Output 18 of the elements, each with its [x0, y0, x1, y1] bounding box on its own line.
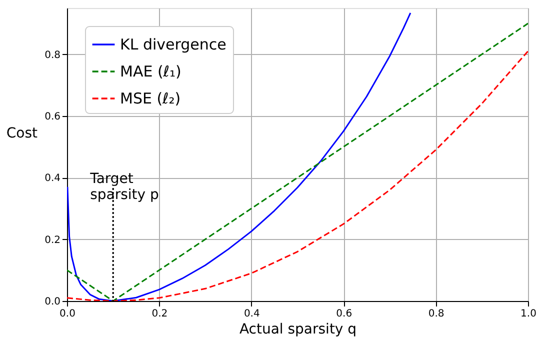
legend-label: MAE (ℓ₁)	[120, 62, 182, 80]
x-tick-label: 0.8	[428, 308, 444, 320]
y-tick-label: 0.6	[44, 111, 60, 122]
y-tick-label: 0.4	[44, 173, 60, 184]
y-tick-label: 0.0	[44, 296, 60, 308]
y-tick-label: 0.2	[44, 234, 60, 246]
y-axis-title: Cost	[6, 126, 38, 142]
x-tick-label: 0.0	[60, 308, 76, 320]
x-tick-label: 0.6	[336, 308, 352, 320]
x-axis-title: Actual sparsity q	[239, 322, 357, 338]
x-tick-label: 0.2	[152, 308, 168, 320]
x-tick-label: 1.0	[520, 308, 536, 320]
y-tick-label: 0.8	[44, 50, 60, 61]
legend-label: MSE (ℓ₂)	[120, 90, 181, 108]
line-series	[67, 12, 412, 301]
legend-label: KL divergence	[120, 36, 226, 54]
ref-line-label: Target sparsity p	[89, 171, 160, 203]
x-tick-label: 0.4	[244, 308, 260, 320]
